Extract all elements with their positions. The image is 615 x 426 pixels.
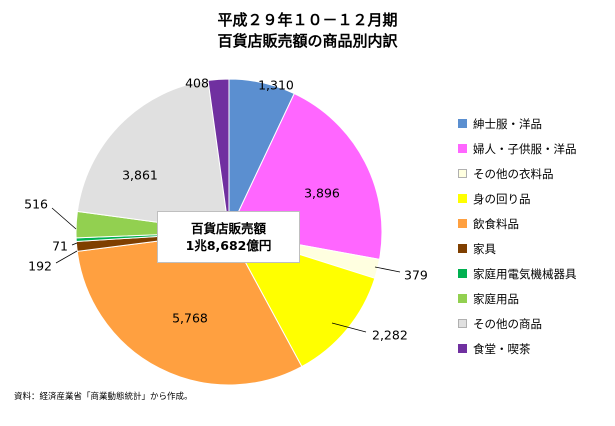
slice-value-label-8: 3,861 xyxy=(122,168,158,183)
leader-line-6 xyxy=(71,242,78,246)
pie-slice-8 xyxy=(76,79,230,233)
legend-label: 食堂・喫茶 xyxy=(473,341,531,356)
legend-swatch xyxy=(458,219,467,228)
pie-slice-9 xyxy=(207,78,230,233)
legend-item-3: 身の回り品 xyxy=(458,186,577,211)
legend-label: 家庭用品 xyxy=(473,291,519,306)
slice-value-label-6: 71 xyxy=(52,239,68,254)
legend-label: 家具 xyxy=(473,241,496,256)
source-note: 資料：経済産業省「商業動態統計」から作成。 xyxy=(14,392,193,402)
leader-line-5 xyxy=(55,250,78,264)
legend-swatch xyxy=(458,119,467,128)
leader-line-7 xyxy=(51,207,77,230)
legend-item-6: 家庭用電気機械器具 xyxy=(458,261,577,286)
legend-swatch xyxy=(458,344,467,353)
leader-line-3 xyxy=(331,322,367,333)
legend-label: その他の商品 xyxy=(473,316,542,331)
legend-swatch xyxy=(458,294,467,303)
legend-label: 婦人・子供服・洋品 xyxy=(473,141,577,156)
legend-label: 飲食料品 xyxy=(473,216,519,231)
legend-swatch xyxy=(458,244,467,253)
total-sales-value: 1兆8,682億円 xyxy=(185,238,272,253)
slice-value-label-2: 379 xyxy=(404,268,428,283)
legend-swatch xyxy=(458,194,467,203)
legend-item-0: 紳士服・洋品 xyxy=(458,111,577,136)
chart-legend: 紳士服・洋品婦人・子供服・洋品 その他の衣料品 身の回り品飲食料品家具家庭用電気機械… xyxy=(458,111,577,361)
legend-item-9: 食堂・喫茶 xyxy=(458,336,577,361)
legend-label: 家庭用電気機械器具 xyxy=(473,266,577,281)
chart-title-line-1: 平成２９年１０－１２月期 xyxy=(217,11,398,29)
legend-swatch xyxy=(458,319,467,328)
total-sales-box: 百貨店販売額 1兆8,682億円 xyxy=(157,211,300,263)
slice-value-label-4: 5,768 xyxy=(172,311,208,326)
slice-value-label-3: 2,282 xyxy=(372,328,408,343)
legend-item-4: 飲食料品 xyxy=(458,211,577,236)
leader-line-2 xyxy=(374,266,401,273)
legend-item-8: その他の商品 xyxy=(458,311,577,336)
chart-title-line-2: 百貨店販売額の商品別内訳 xyxy=(217,32,398,50)
slice-value-label-0: 1,310 xyxy=(258,78,294,93)
pie-slice-3 xyxy=(227,231,376,368)
legend-swatch xyxy=(458,144,467,153)
legend-item-2: その他の衣料品 xyxy=(458,161,577,186)
legend-item-7: 家庭用品 xyxy=(458,286,577,311)
legend-label: 身の回り品 xyxy=(473,191,531,206)
legend-label: その他の衣料品 xyxy=(473,166,554,181)
legend-item-5: 家具 xyxy=(458,236,577,261)
legend-swatch xyxy=(458,269,467,278)
slice-value-label-7: 516 xyxy=(24,197,48,212)
legend-item-1: 婦人・子供服・洋品 xyxy=(458,136,577,161)
slice-value-label-5: 192 xyxy=(28,259,52,274)
legend-swatch xyxy=(458,169,467,178)
total-sales-label: 百貨店販売額 xyxy=(190,221,266,236)
pie-slice-4 xyxy=(76,231,303,386)
slice-value-label-1: 3,896 xyxy=(304,186,340,201)
legend-label: 紳士服・洋品 xyxy=(473,116,542,131)
slice-value-label-9: 408 xyxy=(185,76,209,91)
